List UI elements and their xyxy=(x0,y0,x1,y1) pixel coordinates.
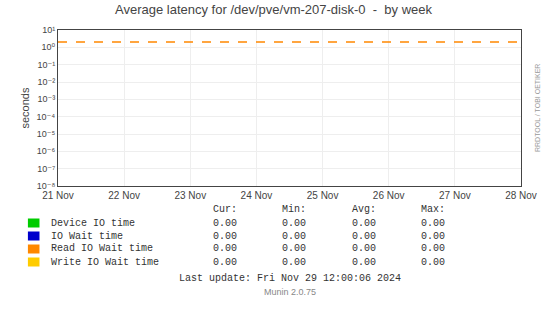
svg-text:0.00: 0.00 xyxy=(421,243,445,254)
svg-text:10⁻³: 10⁻³ xyxy=(37,94,55,104)
svg-text:0.00: 0.00 xyxy=(421,218,445,229)
svg-text:27 Nov: 27 Nov xyxy=(439,190,471,201)
svg-text:Write IO Wait time: Write IO Wait time xyxy=(51,257,159,268)
svg-text:Device IO time: Device IO time xyxy=(51,218,135,229)
svg-text:10⁻¹: 10⁻¹ xyxy=(37,60,55,70)
svg-text:25 Nov: 25 Nov xyxy=(307,190,339,201)
svg-text:0.00: 0.00 xyxy=(282,257,306,268)
svg-text:0.00: 0.00 xyxy=(352,231,376,242)
svg-text:Cur:: Cur: xyxy=(213,204,237,215)
svg-text:10⁻⁸: 10⁻⁸ xyxy=(37,181,56,191)
svg-text:RRDTOOL / TOBI OETIKER: RRDTOOL / TOBI OETIKER xyxy=(534,64,541,152)
svg-text:0.00: 0.00 xyxy=(352,257,376,268)
svg-text:0.00: 0.00 xyxy=(421,257,445,268)
svg-text:10⁰: 10⁰ xyxy=(42,42,56,52)
svg-text:22 Nov: 22 Nov xyxy=(108,190,140,201)
svg-text:0.00: 0.00 xyxy=(352,218,376,229)
svg-text:0.00: 0.00 xyxy=(213,231,237,242)
svg-text:0.00: 0.00 xyxy=(282,231,306,242)
svg-text:Max:: Max: xyxy=(421,204,445,215)
svg-text:Min:: Min: xyxy=(282,204,306,215)
svg-text:0.00: 0.00 xyxy=(282,218,306,229)
svg-text:seconds: seconds xyxy=(19,87,31,128)
svg-text:10⁻⁶: 10⁻⁶ xyxy=(37,146,56,156)
svg-text:Read IO Wait time: Read IO Wait time xyxy=(51,243,153,254)
svg-text:21 Nov: 21 Nov xyxy=(42,190,74,201)
svg-text:0.00: 0.00 xyxy=(213,257,237,268)
svg-text:0.00: 0.00 xyxy=(213,243,237,254)
svg-text:10⁻⁷: 10⁻⁷ xyxy=(37,164,55,174)
svg-text:24 Nov: 24 Nov xyxy=(241,190,273,201)
svg-text:28 Nov: 28 Nov xyxy=(505,190,537,201)
svg-text:0.00: 0.00 xyxy=(282,243,306,254)
svg-text:23 Nov: 23 Nov xyxy=(174,190,206,201)
svg-text:0.00: 0.00 xyxy=(213,218,237,229)
svg-text:0.00: 0.00 xyxy=(352,243,376,254)
svg-text:10¹: 10¹ xyxy=(42,25,55,35)
svg-text:0.00: 0.00 xyxy=(421,231,445,242)
svg-text:Average latency for /dev/pve/v: Average latency for /dev/pve/vm-207-disk… xyxy=(115,2,432,17)
svg-text:IO Wait time: IO Wait time xyxy=(51,231,123,242)
svg-text:Avg:: Avg: xyxy=(352,204,376,215)
svg-text:Munin 2.0.75: Munin 2.0.75 xyxy=(264,287,316,297)
svg-text:Last update: Fri Nov 29 12:00:: Last update: Fri Nov 29 12:00:06 2024 xyxy=(179,273,401,284)
svg-text:10⁻⁵: 10⁻⁵ xyxy=(37,129,56,139)
svg-text:10⁻⁴: 10⁻⁴ xyxy=(37,112,56,122)
svg-text:26 Nov: 26 Nov xyxy=(373,190,405,201)
svg-text:10⁻²: 10⁻² xyxy=(37,77,55,87)
